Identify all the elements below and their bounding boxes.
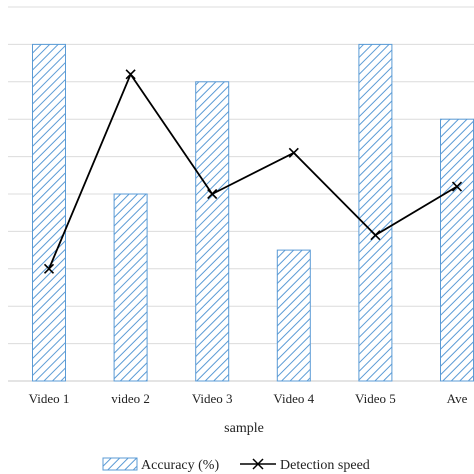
point-marker-video-1: [43, 263, 55, 274]
legend-item-accuracy: Accuracy (%): [102, 457, 219, 473]
legend-label-detection-speed: Detection speed: [280, 458, 370, 473]
bar-ave: [440, 118, 474, 382]
bar-video-3: [195, 81, 230, 382]
x-tick-label: Video 1: [29, 391, 70, 406]
detection-speed-polyline: [48, 72, 458, 270]
point-marker-video-3: [207, 188, 218, 200]
point-marker-video-4: [288, 147, 299, 158]
legend-item-detection-speed: Detection speed: [240, 458, 370, 473]
legend-marker-x-icon: [252, 458, 264, 470]
point-marker-ave: [451, 181, 463, 192]
x-tick-label: video 2: [111, 391, 150, 406]
legend-label-accuracy: Accuracy (%): [141, 458, 219, 473]
x-axis-title: sample: [224, 421, 264, 436]
detection-speed-line: [43, 69, 463, 274]
legend-swatch-accuracy: [102, 457, 138, 471]
gridlines: [8, 6, 474, 382]
x-tick-label: Video 3: [192, 391, 233, 406]
point-marker-video-5: [370, 230, 381, 241]
legend: Accuracy (%) Detection speed: [102, 457, 370, 473]
x-tick-label: Video 4: [273, 391, 314, 406]
x-tick-label: Video 5: [355, 391, 396, 406]
point-marker-video-2: [125, 69, 136, 80]
bar-video-2: [113, 193, 148, 382]
bar-video-4: [276, 249, 311, 382]
bar-video-1: [32, 43, 66, 382]
accuracy-bars: [32, 43, 474, 382]
x-tick-labels: Video 1 video 2 Video 3 Video 4 Video 5 Ave: [29, 391, 468, 406]
x-tick-label: Ave: [447, 391, 468, 406]
bar-video-5: [358, 43, 393, 382]
